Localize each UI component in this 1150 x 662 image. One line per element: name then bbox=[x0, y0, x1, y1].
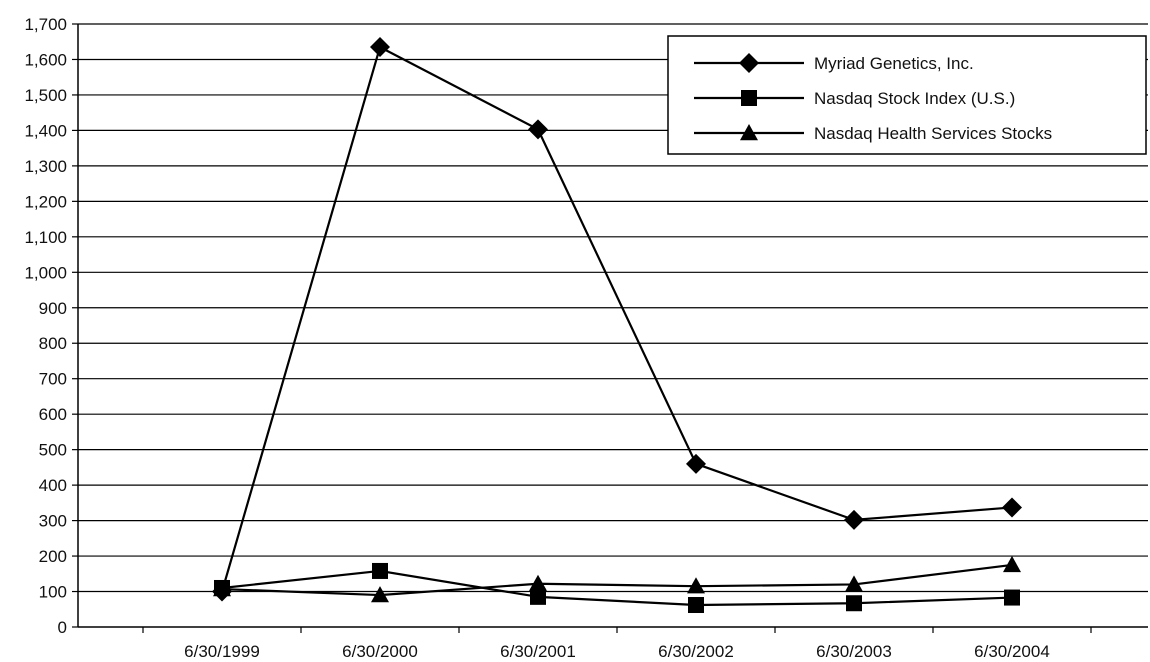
y-tick-label-1: 100 bbox=[39, 583, 67, 602]
data-point-0-4 bbox=[844, 509, 864, 530]
y-axis-ticks: 0 100 200 300 400 500 600 700 800 900 1,000 1,100 1,… bbox=[24, 15, 78, 637]
legend-marker-1 bbox=[741, 90, 757, 106]
legend-label-1: Nasdaq Stock Index (U.S.) bbox=[814, 89, 1015, 108]
data-point-1-4 bbox=[846, 595, 862, 612]
series-line-2 bbox=[221, 563, 1013, 597]
x-tick-label-4: 6/30/2003 bbox=[816, 642, 892, 661]
legend-marker-0 bbox=[739, 53, 759, 73]
data-point-2-0 bbox=[213, 580, 231, 597]
series-line-0 bbox=[220, 45, 1013, 592]
data-point-1-3 bbox=[688, 597, 704, 614]
data-point-1-5 bbox=[1004, 589, 1020, 606]
y-tick-label-16: 1,600 bbox=[24, 50, 67, 69]
data-point-2-5 bbox=[1003, 555, 1021, 573]
data-point-2-4 bbox=[845, 575, 863, 592]
y-tick-label-2: 200 bbox=[39, 547, 67, 566]
y-tick-label-12: 1,200 bbox=[24, 192, 67, 211]
y-tick-label-11: 1,100 bbox=[24, 228, 67, 247]
y-tick-label-17: 1,700 bbox=[24, 15, 67, 34]
legend: Myriad Genetics, Inc. Nasdaq Stock Index … bbox=[667, 35, 1147, 155]
series-group bbox=[212, 37, 1022, 614]
data-point-2-3 bbox=[687, 577, 705, 594]
y-tick-label-8: 800 bbox=[39, 334, 67, 353]
axes bbox=[77, 24, 1148, 628]
data-point-2-1 bbox=[371, 586, 389, 603]
y-tick-label-14: 1,400 bbox=[24, 121, 67, 140]
y-tick-label-13: 1,300 bbox=[24, 157, 67, 176]
x-tick-label-5: 6/30/2004 bbox=[974, 642, 1050, 661]
data-point-0-3 bbox=[686, 453, 706, 474]
y-tick-label-7: 700 bbox=[39, 370, 67, 389]
x-tick-label-0: 6/30/1999 bbox=[184, 642, 260, 661]
series-line-1 bbox=[221, 569, 1013, 607]
y-tick-label-3: 300 bbox=[39, 512, 67, 531]
y-tick-label-0: 0 bbox=[58, 618, 67, 637]
x-tick-label-2: 6/30/2001 bbox=[500, 642, 576, 661]
y-tick-label-4: 400 bbox=[39, 476, 67, 495]
legend-label-2: Nasdaq Health Services Stocks bbox=[814, 124, 1052, 143]
y-tick-label-6: 600 bbox=[39, 405, 67, 424]
data-point-0-5 bbox=[1002, 497, 1022, 518]
y-tick-label-15: 1,500 bbox=[24, 86, 67, 105]
legend-marker-2 bbox=[740, 124, 758, 141]
data-point-1-2 bbox=[530, 588, 546, 605]
y-tick-label-5: 500 bbox=[39, 441, 67, 460]
x-axis-ticks: 6/30/1999 6/30/2000 6/30/2001 6/30/2002 6/30… bbox=[142, 627, 1092, 661]
data-point-1-1 bbox=[372, 562, 388, 579]
x-tick-label-1: 6/30/2000 bbox=[342, 642, 418, 661]
data-point-0-1 bbox=[370, 37, 390, 58]
legend-label-0: Myriad Genetics, Inc. bbox=[814, 54, 974, 73]
y-tick-label-10: 1,000 bbox=[24, 263, 67, 282]
y-tick-label-9: 900 bbox=[39, 299, 67, 318]
data-point-0-2 bbox=[528, 119, 548, 140]
x-tick-label-3: 6/30/2002 bbox=[658, 642, 734, 661]
data-point-2-2 bbox=[529, 574, 547, 591]
